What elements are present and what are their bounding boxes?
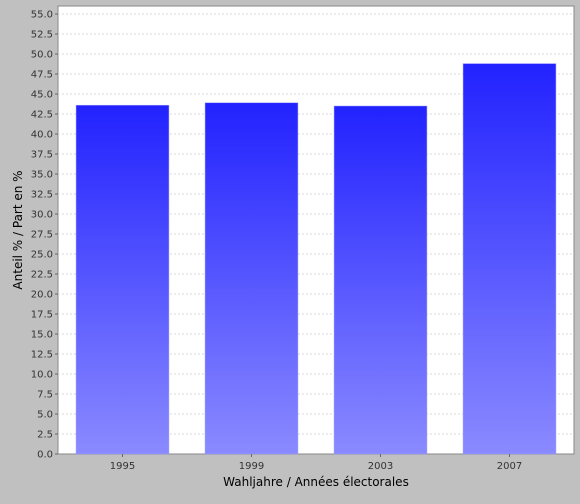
y-tick-label: 52.5 — [31, 30, 53, 41]
y-tick-label: 0.0 — [37, 450, 53, 461]
y-tick-label: 32.5 — [31, 190, 53, 201]
bar-2007 — [462, 63, 557, 455]
bar-2003 — [333, 105, 428, 455]
y-tick-label: 42.5 — [31, 110, 53, 121]
y-tick-label: 7.5 — [37, 390, 53, 401]
x-axis-ticks: 1995 1999 2003 2007 — [110, 454, 522, 472]
y-tick-label: 2.5 — [37, 430, 53, 441]
y-tick-label: 30.0 — [31, 210, 53, 221]
y-axis-ticks: 0.0 2.5 5.0 7.5 10.0 12.5 15.0 17.5 20.0 22.5 25.0… — [31, 10, 58, 461]
y-tick-label: 45.0 — [31, 90, 53, 101]
bars — [75, 63, 557, 455]
y-tick-label: 55.0 — [31, 10, 53, 21]
y-tick-label: 47.5 — [31, 70, 53, 81]
y-tick-label: 12.5 — [31, 350, 53, 361]
y-tick-label: 40.0 — [31, 130, 53, 141]
y-tick-label: 27.5 — [31, 230, 53, 241]
bar-1999 — [204, 102, 299, 455]
y-tick-label: 15.0 — [31, 330, 53, 341]
y-tick-label: 22.5 — [31, 270, 53, 281]
y-tick-label: 17.5 — [31, 310, 53, 321]
x-tick-label: 2003 — [368, 461, 393, 472]
y-tick-label: 10.0 — [31, 370, 53, 381]
y-axis-label: Anteil % / Part en % — [11, 170, 25, 289]
x-tick-label: 1999 — [239, 461, 264, 472]
bar-1995 — [75, 104, 170, 455]
y-tick-label: 25.0 — [31, 250, 53, 261]
x-axis-label: Wahljahre / Années électorales — [223, 475, 409, 489]
y-tick-label: 37.5 — [31, 150, 53, 161]
y-tick-label: 35.0 — [31, 170, 53, 181]
x-tick-label: 1995 — [110, 461, 135, 472]
y-tick-label: 20.0 — [31, 290, 53, 301]
y-tick-label: 50.0 — [31, 50, 53, 61]
y-tick-label: 5.0 — [37, 410, 53, 421]
x-tick-label: 2007 — [497, 461, 522, 472]
